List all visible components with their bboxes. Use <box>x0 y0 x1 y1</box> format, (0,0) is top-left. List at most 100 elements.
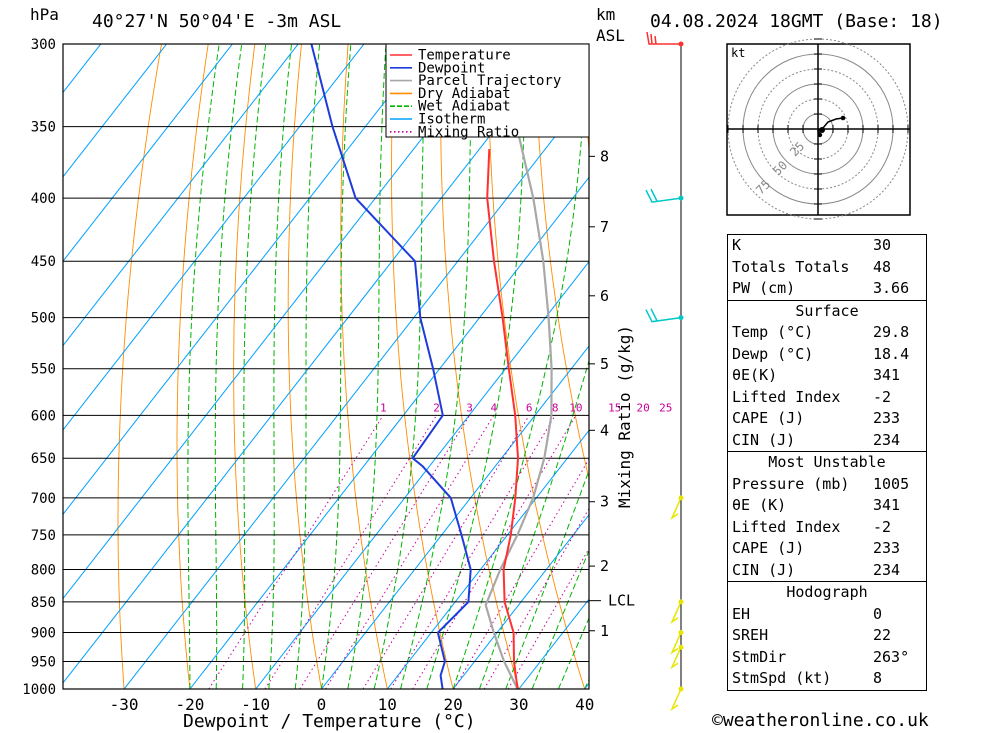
mixing-ratio-line <box>264 415 437 689</box>
stat-value: 234 <box>873 430 901 449</box>
isotherm <box>63 44 234 262</box>
stat-label: CIN (J) <box>732 560 796 579</box>
pressure-tick-label: 400 <box>31 191 56 207</box>
temperature-tick-label: -10 <box>241 695 270 714</box>
mixing-ratio-tick-label: 25 <box>659 401 672 414</box>
stat-value: 233 <box>873 539 901 557</box>
mixing-ratio-line <box>412 415 577 689</box>
temperature-tick-label: 40 <box>575 695 594 714</box>
wet-adiabat <box>321 44 352 689</box>
stat-value: 341 <box>873 366 901 384</box>
wind-barb <box>646 31 681 45</box>
profiles <box>310 44 553 689</box>
km-tick-label: 6 <box>600 287 609 305</box>
hodograph-unit: kt <box>731 46 745 60</box>
pressure-tick-label: 700 <box>31 491 56 507</box>
dry-adiabat <box>117 44 162 689</box>
dry-adiabat <box>391 44 454 689</box>
mixing-ratio-tick-label: 20 <box>637 401 650 414</box>
wind-barb <box>645 188 682 203</box>
wet-adiabat <box>452 44 588 689</box>
stat-value: 22 <box>873 626 892 644</box>
isotherm <box>189 176 589 689</box>
stat-label: Dewp (°C) <box>732 344 814 363</box>
stat-label: θE(K) <box>732 366 778 384</box>
pressure-tick-label: 950 <box>31 655 56 671</box>
hodograph-stats-block: Hodograph EH 0 SREH 22 StmDir 263° StmSpd (kt)… <box>727 582 927 691</box>
hodograph-storm-motion <box>819 127 825 133</box>
isotherm <box>386 429 589 689</box>
stat-row: Dewp (°C) 18.4 <box>728 344 926 366</box>
stat-value: 48 <box>873 257 892 276</box>
km-tick-label: 2 <box>600 557 609 575</box>
height-unit-label: km <box>596 5 615 24</box>
dry-adiabat <box>440 44 520 689</box>
pressure-tick-label: 450 <box>31 254 56 270</box>
km-tick-label: 8 <box>600 147 609 165</box>
mixing-ratio-tick-label: 4 <box>490 401 497 414</box>
hodograph-trace <box>816 117 844 136</box>
dry-adiabat <box>176 44 209 689</box>
wet-adiabat <box>478 359 589 689</box>
stat-value: 234 <box>873 560 901 579</box>
temperature-tick-label: 10 <box>378 695 397 714</box>
stat-row: θE(K) 341 <box>728 365 926 387</box>
surface-block: Surface Temp (°C) 29.8 Dewp (°C) 18.4 θE(K) 3… <box>727 300 927 452</box>
wet-adiabat <box>400 44 474 689</box>
height-ref-label: ASL <box>596 26 625 45</box>
stat-value: 263° <box>873 647 910 666</box>
isotherm <box>63 44 168 178</box>
stat-row: CAPE (J) 233 <box>728 408 926 430</box>
temperature-tick-label: 30 <box>509 695 528 714</box>
stat-row: Totals Totals 48 <box>728 257 926 279</box>
pressure-tick-label: 1000 <box>22 682 56 698</box>
wind-barb <box>670 601 682 625</box>
stat-label: Lifted Index <box>732 387 841 406</box>
isobars <box>63 44 589 689</box>
wind-barb <box>670 632 682 655</box>
stat-label: Totals Totals <box>732 257 850 276</box>
isotherm <box>452 513 589 689</box>
stat-row: SREH 22 <box>728 625 926 647</box>
pressure-tick-label: 600 <box>31 408 56 424</box>
isotherm <box>123 92 589 689</box>
mixing-ratio-tick-label: 10 <box>569 401 582 414</box>
stat-label: Pressure (mb) <box>732 474 850 493</box>
stat-label: Lifted Index <box>732 517 841 536</box>
pressure-axis-labels: 300 350 400 450 500 550 600 650 700 750 800 850 900 9… <box>22 37 56 698</box>
stat-value: 8 <box>873 669 883 687</box>
wet-adiabat <box>268 44 293 689</box>
stat-label: θE (K) <box>732 496 787 514</box>
wet-adiabat <box>242 44 267 689</box>
dry-adiabat <box>982 0 1000 689</box>
dry-adiabat <box>340 44 388 689</box>
mixing-ratio-line <box>483 507 589 689</box>
dry-adiabat <box>580 44 589 154</box>
mixing-ratio-tick-label: 6 <box>526 401 533 414</box>
legend-label: Mixing Ratio <box>418 124 519 140</box>
stat-value: -2 <box>873 387 892 406</box>
pressure-tick-label: 750 <box>31 528 56 544</box>
isotherm <box>63 44 299 347</box>
hodograph-end-point <box>840 115 846 121</box>
height-km-axis: 8 7 6 5 4 3 2 1 LCL <box>589 147 635 640</box>
stat-row: θE (K) 341 <box>728 495 926 517</box>
mixing-ratio-line <box>208 415 384 689</box>
legend-label: Parcel Trajectory <box>418 73 561 89</box>
mixing-ratio-tick-label: 8 <box>552 401 559 414</box>
km-tick-label: 3 <box>600 493 609 511</box>
stat-value: 1005 <box>873 474 910 493</box>
stat-row: StmDir 263° <box>728 647 926 669</box>
stat-label: SREH <box>732 626 769 644</box>
wet-adiabats <box>187 44 589 689</box>
legend-label: Temperature <box>418 48 511 64</box>
mixing-ratio-tick-label: 15 <box>608 401 621 414</box>
mixing-ratio-labels: 1 2 3 4 6 8 10 15 20 25 <box>380 401 672 414</box>
wet-adiabat <box>187 44 220 689</box>
stat-row: Lifted Index -2 <box>728 517 926 539</box>
temperature-tick-label: -20 <box>175 695 204 714</box>
stat-label: CIN (J) <box>732 430 796 449</box>
legend-label: Wet Adiabat <box>418 99 511 115</box>
pressure-tick-label: 300 <box>31 37 56 53</box>
